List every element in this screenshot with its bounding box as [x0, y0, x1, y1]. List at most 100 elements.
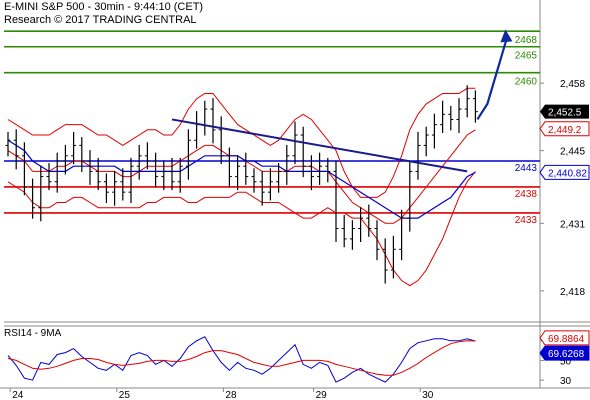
level-label-2433: 2433: [515, 215, 538, 226]
time-axis-label-24: 24: [12, 390, 24, 400]
price-bar: [54, 152, 60, 193]
price-tag-label: 2,440.82: [548, 168, 587, 179]
rsi-panel-title: RSI14 - 9MA: [4, 328, 62, 339]
price-axis-label: 2,418: [560, 287, 585, 298]
rsi-axis-label: 30: [560, 376, 572, 387]
forecast-arrow-head: [500, 29, 513, 43]
price-bar: [235, 155, 241, 191]
price-bar: [259, 170, 265, 206]
price-bar: [431, 113, 437, 149]
rsi-tag-rsi-ma: 69.8864: [539, 330, 590, 346]
price-axis-label: 2,431: [560, 219, 585, 230]
price-bar: [300, 126, 306, 178]
rsi-tag-box: [539, 330, 590, 346]
price-bar: [399, 209, 405, 261]
bollinger-upper-band: [7, 87, 476, 198]
price-bar: [103, 173, 109, 204]
price-bar: [423, 126, 429, 157]
price-bar: [448, 105, 454, 131]
price-bar: [21, 142, 27, 196]
price-axis-label: 2,445: [560, 147, 585, 158]
level-label-2443: 2443: [515, 163, 538, 174]
price-tag-box: [539, 164, 590, 180]
level-label-2460: 2460: [515, 77, 538, 88]
price-bar: [226, 147, 232, 188]
price-tag-box: [540, 104, 589, 119]
moving-average-line: [7, 139, 476, 219]
price-bar: [440, 100, 446, 133]
price-tag-moving-average: 2,440.82: [539, 164, 590, 180]
rsi-tag-rsi: 69.6268: [539, 345, 590, 361]
price-tag-box: [539, 121, 590, 137]
price-bar: [202, 100, 208, 136]
price-bar: [87, 150, 93, 185]
price-bar: [333, 160, 339, 243]
price-bar: [218, 116, 224, 165]
chart-title: E-MINI S&P 500 - 30min - 9:44:10 (CET): [4, 1, 204, 13]
rsi-9ma-line: [7, 340, 476, 376]
price-bar: [38, 165, 44, 222]
price-bar: [382, 238, 388, 284]
price-bar: [153, 152, 159, 188]
time-axis-label-25: 25: [119, 390, 131, 400]
rsi14-line: [7, 336, 476, 383]
price-bar: [95, 157, 101, 191]
price-tag-upper-band: 2,449.2: [539, 121, 590, 137]
price-bar: [185, 129, 191, 180]
price-bar: [267, 168, 273, 201]
price-bar: [464, 85, 470, 118]
price-tag-current: 2,452.5: [540, 104, 589, 119]
price-bar: [62, 144, 68, 175]
rsi-tag-label: 69.8864: [548, 334, 585, 345]
price-bar: [243, 152, 249, 185]
price-bar: [120, 168, 126, 201]
price-bar: [284, 144, 290, 185]
price-axis-label: 2,458: [560, 79, 585, 90]
time-axis-label-28: 28: [225, 390, 237, 400]
price-bar: [177, 157, 183, 193]
price-bar: [30, 178, 36, 219]
price-bar: [390, 235, 396, 279]
price-bar: [169, 157, 175, 191]
rsi-axis-label: 50: [560, 356, 572, 367]
rsi-tag-label: 69.6268: [548, 349, 585, 360]
price-bar: [456, 98, 462, 133]
price-bar: [358, 207, 364, 243]
time-axis-label-30: 30: [422, 390, 434, 400]
price-bar: [144, 142, 150, 170]
level-label-2438: 2438: [515, 189, 538, 200]
price-bar: [325, 157, 331, 183]
price-bar: [46, 163, 52, 191]
price-bar: [136, 144, 142, 180]
price-bar: [128, 157, 134, 204]
price-bar: [194, 111, 200, 149]
price-bar: [5, 131, 11, 157]
bollinger-lower-band: [7, 171, 476, 287]
price-bar: [13, 129, 19, 170]
price-bar: [349, 220, 355, 250]
price-bar: [161, 160, 167, 191]
price-bar: [415, 131, 421, 180]
time-axis-label-29: 29: [316, 390, 328, 400]
price-bar: [317, 152, 323, 185]
level-label-2468: 2468: [515, 35, 538, 46]
price-bar: [292, 121, 298, 165]
price-tag-label: 2,449.2: [548, 125, 582, 136]
price-bar: [276, 163, 282, 193]
price-bar: [112, 170, 118, 206]
price-bar: [341, 215, 347, 248]
rsi-tag-box: [539, 345, 590, 361]
level-label-2465: 2465: [515, 51, 538, 62]
price-bar: [374, 220, 380, 261]
price-bar: [251, 168, 257, 193]
price-bar: [472, 90, 478, 123]
price-bar: [308, 155, 314, 191]
chart-copyright: Research © 2017 TRADING CENTRAL: [4, 14, 197, 26]
price-bar: [71, 131, 77, 165]
price-bar: [366, 204, 372, 237]
forecast-arrow-line: [476, 36, 509, 121]
price-tag-label: 2,452.5: [548, 108, 582, 119]
price-bar: [79, 137, 85, 172]
price-bar: [210, 98, 216, 144]
